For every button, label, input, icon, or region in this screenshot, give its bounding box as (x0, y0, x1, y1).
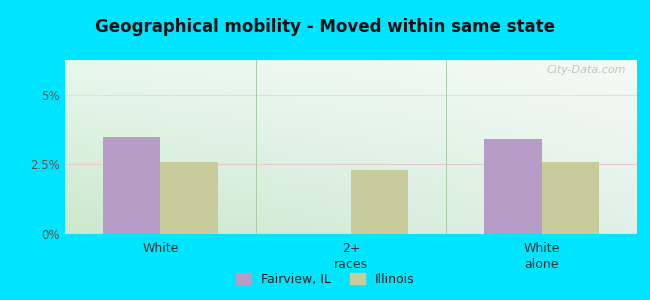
Bar (161, 162, 218, 234)
Bar (351, 170, 408, 234)
Bar (541, 162, 599, 234)
Text: Geographical mobility - Moved within same state: Geographical mobility - Moved within sam… (95, 18, 555, 36)
Text: City-Data.com: City-Data.com (546, 65, 625, 75)
Bar (103, 136, 161, 234)
Bar (484, 139, 541, 234)
Legend: Fairview, IL, Illinois: Fairview, IL, Illinois (231, 268, 419, 291)
